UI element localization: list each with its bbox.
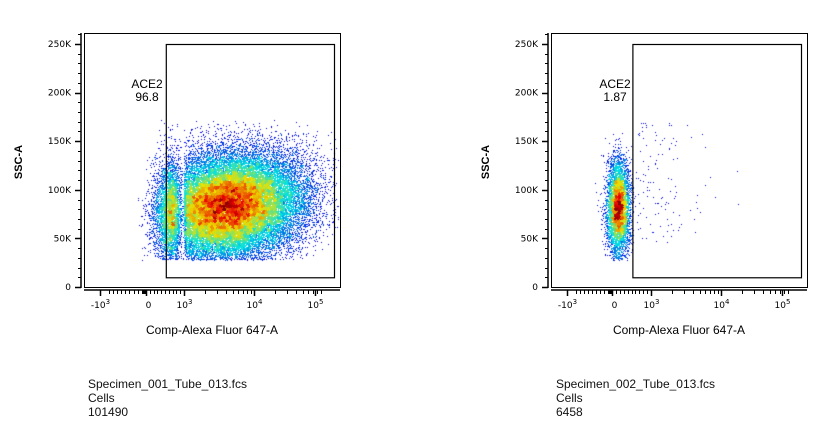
y-tick-label: 200K: [515, 89, 539, 99]
y-tick-label: 200K: [48, 89, 72, 99]
event-count: 6458: [556, 405, 583, 419]
tick-exponent: 3: [106, 298, 110, 306]
tick-exponent: 4: [258, 298, 263, 306]
y-tick-label: 250K: [48, 40, 72, 50]
x-tick-label: 0: [146, 301, 152, 311]
y-axis-label: SSC-A: [13, 145, 25, 179]
x-axis-label: Comp-Alexa Fluor 647-A: [146, 323, 278, 337]
y-tick-label: 150K: [48, 137, 72, 147]
specimen-filename: Specimen_002_Tube_013.fcs: [556, 377, 715, 391]
y-tick-label: 250K: [515, 40, 539, 50]
y-tick-label: 50K: [521, 234, 539, 244]
gate-name: ACE2: [599, 77, 631, 91]
y-axis-label: SSC-A: [480, 145, 492, 179]
specimen-info-001: Specimen_001_Tube_013.fcs Cells 101490: [88, 377, 247, 419]
x-tick-label: -103: [91, 298, 110, 311]
plot-frame: [551, 33, 808, 288]
tick-exponent: 5: [786, 298, 790, 306]
specimen-filename: Specimen_001_Tube_013.fcs: [88, 377, 247, 391]
y-tick-label: 0: [65, 283, 71, 293]
x-tick-label: 0: [612, 301, 618, 311]
event-count: 101490: [88, 405, 129, 419]
gate-percent: 1.87: [603, 90, 627, 104]
y-tick-label: 100K: [515, 186, 539, 196]
parent-population: Cells: [88, 391, 115, 405]
gate-rectangle: [632, 43, 803, 279]
x-tick-label: 103: [644, 298, 660, 311]
specimen-info-002: Specimen_002_Tube_013.fcs Cells 6458: [556, 377, 715, 419]
x-tick-label: -103: [558, 298, 577, 311]
gate-rectangle: [165, 43, 336, 279]
event-dots: [84, 33, 340, 287]
tick-exponent: 3: [573, 298, 577, 306]
plot-frame: [84, 33, 341, 288]
event-dots: [551, 33, 807, 287]
x-tick-label: 104: [714, 298, 730, 311]
tick-exponent: 5: [319, 298, 323, 306]
parent-population: Cells: [556, 391, 583, 405]
y-tick-label: 50K: [54, 234, 72, 244]
tick-exponent: 3: [655, 298, 659, 306]
gate-name: ACE2: [131, 77, 163, 91]
tick-exponent: 3: [188, 298, 192, 306]
y-tick-label: 0: [532, 283, 538, 293]
x-tick-label: 105: [775, 298, 791, 311]
x-axis-label: Comp-Alexa Fluor 647-A: [613, 323, 745, 337]
y-tick-label: 100K: [48, 186, 72, 196]
tick-exponent: 4: [725, 298, 730, 306]
y-tick-label: 150K: [515, 137, 539, 147]
gate-percent: 96.8: [135, 90, 159, 104]
